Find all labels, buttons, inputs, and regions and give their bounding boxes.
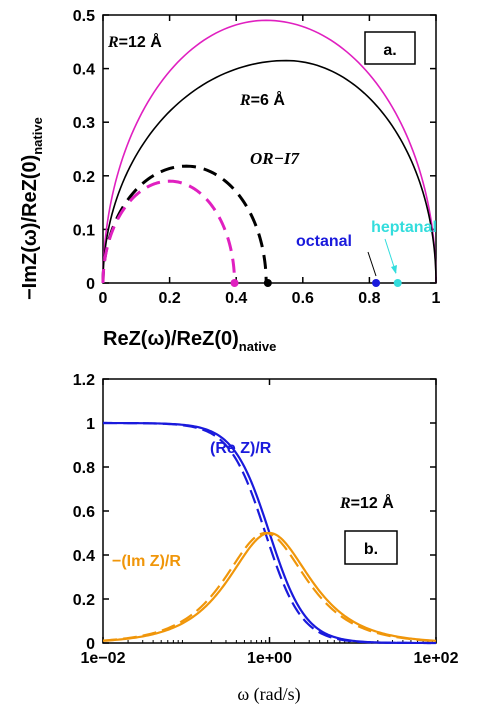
a-ytick-label: 0.5 <box>73 8 95 25</box>
annotation-im-z: −(Im Z)/R <box>112 553 181 570</box>
annotation-r12-rest: =12 Å <box>119 32 163 51</box>
a-ytick-label: 0.3 <box>73 115 95 132</box>
b-series-im-dashed <box>102 531 437 643</box>
a-xtick-label: 0.8 <box>358 290 380 307</box>
b-ytick-label: 0.2 <box>73 592 95 609</box>
b-ytick-label: 0.4 <box>73 548 95 565</box>
a-point-3 <box>393 279 402 287</box>
b-ytick-label: 0 <box>86 636 95 653</box>
annotation-b-r12: R=12 Å <box>339 493 394 512</box>
a-ytick-label: 0 <box>86 276 95 293</box>
panel-a-xlabel: ReZ(ω)/ReZ(0)native <box>103 328 276 354</box>
a-ytick-label: 0.4 <box>73 62 95 79</box>
b-series-re-dashed <box>103 421 436 645</box>
a-ytick-label: 0.1 <box>73 222 95 239</box>
a-xtick-label: 0 <box>99 290 108 307</box>
a-series-line-3 <box>101 179 237 284</box>
b-xtick-label: 1e+02 <box>414 650 459 667</box>
panel-a-series <box>101 19 437 284</box>
a-xtick-label: 0.2 <box>158 290 180 307</box>
a-series-line-1 <box>102 59 437 284</box>
panel-b-label: b. <box>364 541 378 558</box>
panel-a: 0 0.2 0.4 0.6 0.8 100.10.20.30.40.5 a. R=12 Å… <box>19 8 441 354</box>
panel-a-ticks: 0 0.2 0.4 0.6 0.8 1 0 0.1 0.2 0.3 0.4 0.5 <box>73 8 441 307</box>
annotation-r6: R=6 Å <box>239 90 285 109</box>
b-ytick-label: 0.6 <box>73 504 95 521</box>
panel-a-points <box>230 279 402 287</box>
b-xtick-label: 1e+00 <box>247 650 292 667</box>
panel-a-ylabel: −ImZ(ω)/ReZ(0)native <box>19 117 45 300</box>
annotation-re-z: (Re Z)/R <box>210 440 272 457</box>
a-series-line-0 <box>102 19 437 284</box>
panel-b: 1e−02 1e+00 1e+02 0 0.2 0.4 0.6 0.8 1 1.2 b. (Re … <box>73 372 459 705</box>
annotation-heptanal: heptanal <box>371 219 437 236</box>
a-xtick-label: 1 <box>432 290 441 307</box>
b-ytick-label: 1 <box>86 416 95 433</box>
a-series-line-2 <box>101 164 268 284</box>
panel-a-label: a. <box>383 42 396 59</box>
annotation-or-i7: OR−I7 <box>250 149 301 168</box>
a-xtick-label: 0.6 <box>292 290 314 307</box>
a-point-2 <box>372 279 381 287</box>
panel-b-xlabel: ω (rad/s) <box>237 684 300 705</box>
a-point-0 <box>230 279 239 287</box>
b-xtick-label: 1e−02 <box>81 650 126 667</box>
b-ytick-label: 0.8 <box>73 460 95 477</box>
a-xtick-label: 0.4 <box>225 290 247 307</box>
annotation-r12-italic: R <box>107 34 119 51</box>
heptanal-arrowhead <box>391 265 397 274</box>
a-ytick-label: 0.2 <box>73 169 95 186</box>
annotation-r6-rest: =6 Å <box>251 90 286 109</box>
annotation-octanal: octanal <box>296 233 352 250</box>
panel-b-ticks: 1e−02 1e+00 1e+02 0 0.2 0.4 0.6 0.8 1 1.2 <box>73 372 459 667</box>
panel-b-label-box <box>344 530 398 565</box>
b-ytick-label: 1.2 <box>73 372 95 389</box>
panel-a-label-box <box>364 31 416 65</box>
a-point-1 <box>263 279 272 287</box>
annotation-r12: R=12 Å <box>107 32 162 51</box>
octanal-pointer <box>367 251 377 277</box>
annotation-r6-italic: R <box>239 92 251 109</box>
panel-b-series <box>102 421 437 645</box>
